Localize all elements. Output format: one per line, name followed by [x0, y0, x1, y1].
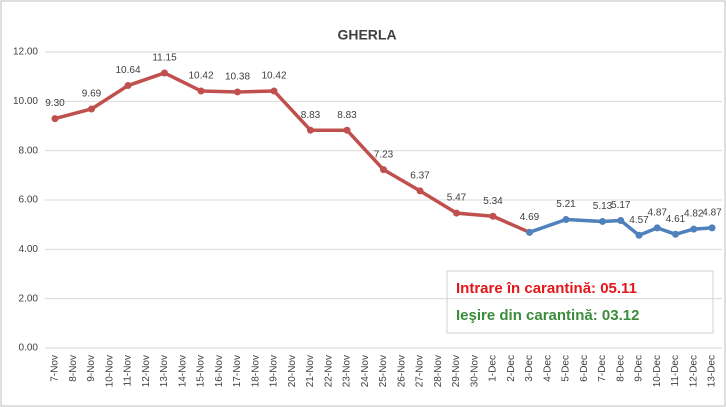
data-point: [416, 187, 424, 195]
data-label: 10.64: [115, 65, 140, 76]
data-label: 6.37: [410, 171, 430, 182]
data-point: [307, 126, 314, 134]
x-tick-label: 7-Nov: [50, 355, 61, 382]
data-label: 5.17: [611, 200, 631, 211]
data-point: [617, 216, 625, 224]
data-label: 4.61: [666, 214, 686, 225]
x-tick-label: 12-Dec: [688, 355, 699, 387]
y-tick-label: 4.00: [19, 244, 39, 255]
x-tick-label: 6-Dec: [579, 355, 590, 382]
x-tick-label: 14-Nov: [177, 355, 188, 387]
x-tick-label: 11-Dec: [670, 355, 681, 387]
y-tick-label: 0.00: [19, 343, 39, 354]
y-tick-label: 6.00: [19, 195, 39, 206]
data-point: [197, 87, 205, 95]
data-label: 7.23: [374, 149, 394, 160]
x-tick-label: 8-Dec: [615, 355, 626, 382]
x-tick-label: 19-Nov: [269, 355, 280, 387]
x-tick-label: 7-Dec: [597, 355, 608, 382]
data-label: 4.87: [648, 208, 668, 219]
x-tick-label: 9-Dec: [634, 355, 645, 382]
x-tick-label: 24-Nov: [360, 355, 371, 387]
annotation-box: [446, 270, 714, 334]
data-point: [635, 231, 643, 239]
x-tick-label: 4-Dec: [542, 355, 553, 382]
data-point: [526, 228, 533, 236]
x-tick-label: 23-Nov: [342, 355, 353, 387]
x-tick-label: 30-Nov: [469, 355, 480, 387]
data-label: 10.42: [261, 71, 286, 82]
x-tick-label: 21-Nov: [305, 355, 316, 387]
x-tick-label: 13-Nov: [159, 355, 170, 387]
x-tick-label: 8-Nov: [68, 355, 79, 382]
data-point: [161, 69, 168, 77]
data-label: 11.15: [152, 53, 177, 64]
data-label: 5.47: [447, 193, 467, 204]
x-tick-label: 15-Nov: [196, 355, 207, 387]
x-tick-label: 3-Dec: [524, 355, 535, 382]
data-point: [562, 215, 570, 223]
x-tick-label: 9-Nov: [86, 355, 97, 382]
annotation: Intrare în carantină: 05.11: [456, 280, 637, 297]
data-label: 4.82: [684, 209, 704, 220]
x-tick-label: 17-Nov: [232, 355, 243, 387]
x-tick-label: 2-Dec: [506, 355, 517, 382]
x-tick-label: 20-Nov: [287, 355, 298, 387]
data-label: 8.83: [337, 110, 357, 121]
y-tick-label: 8.00: [19, 145, 39, 156]
x-tick-label: 12-Nov: [141, 355, 152, 387]
x-tick-label: 25-Nov: [378, 355, 389, 387]
y-tick-label: 12.00: [13, 47, 38, 58]
data-point: [88, 105, 95, 113]
data-label: 9.30: [45, 98, 65, 109]
data-point: [708, 224, 716, 232]
x-tick-label: 28-Nov: [433, 355, 444, 387]
chart-title: GHERLA: [337, 27, 396, 43]
data-point: [234, 88, 241, 96]
data-label: 5.21: [556, 199, 576, 210]
data-point: [453, 209, 460, 217]
data-label: 4.69: [520, 212, 540, 223]
data-point: [124, 82, 132, 90]
x-tick-label: 29-Nov: [451, 355, 462, 387]
data-point: [380, 166, 387, 174]
data-label: 9.69: [82, 89, 102, 100]
x-tick-label: 27-Nov: [415, 355, 426, 387]
data-label: 5.34: [483, 196, 503, 207]
y-tick-label: 10.00: [13, 96, 38, 107]
data-label: 10.38: [225, 72, 250, 83]
x-tick-label: 16-Nov: [214, 355, 225, 387]
data-point: [690, 225, 698, 233]
x-tick-label: 26-Nov: [396, 355, 407, 387]
x-tick-label: 10-Dec: [652, 355, 663, 387]
data-point: [672, 230, 679, 238]
x-tick-label: 13-Dec: [707, 355, 718, 387]
data-label: 4.87: [702, 208, 722, 219]
x-tick-label: 18-Nov: [250, 355, 261, 387]
annotation: Ieşire din carantină: 03.12: [456, 307, 639, 324]
x-tick-label: 1-Dec: [488, 355, 499, 382]
data-label: 10.42: [188, 71, 213, 82]
x-tick-label: 10-Nov: [104, 355, 115, 387]
data-label: 5.13: [593, 201, 613, 212]
x-tick-label: 11-Nov: [123, 355, 134, 387]
data-point: [51, 115, 59, 123]
data-point: [270, 87, 278, 95]
y-tick-label: 2.00: [19, 293, 39, 304]
data-label: 8.83: [301, 110, 321, 121]
data-point: [653, 224, 661, 232]
data-label: 4.57: [629, 215, 649, 226]
data-point: [343, 126, 351, 134]
data-point: [489, 212, 497, 220]
data-point: [599, 217, 606, 225]
x-tick-label: 5-Dec: [561, 355, 572, 382]
series-line: [54, 71, 531, 234]
x-tick-label: 22-Nov: [323, 355, 334, 387]
